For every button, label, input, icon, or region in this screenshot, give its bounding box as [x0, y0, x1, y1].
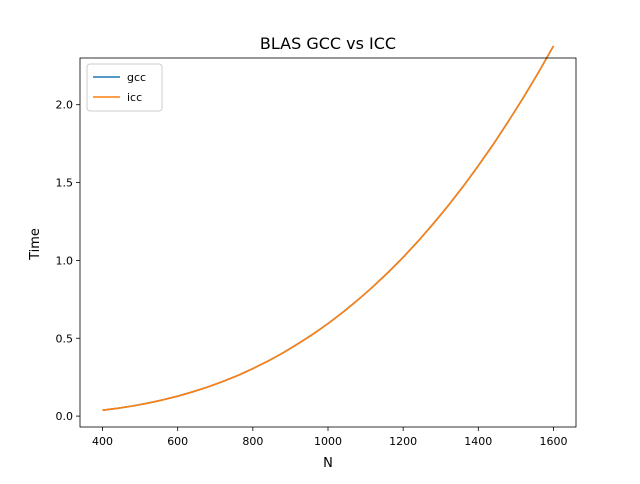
- y-axis-label: Time: [28, 228, 43, 261]
- plot-area: [102, 45, 555, 411]
- x-tick-label: 400: [92, 435, 113, 448]
- x-tick-label: 1600: [539, 435, 567, 448]
- x-tick-label: 1400: [464, 435, 492, 448]
- x-tick-label: 800: [242, 435, 263, 448]
- legend-box: [86, 63, 163, 112]
- x-tick-label: 1200: [389, 435, 417, 448]
- y-tick-label: 0.5: [56, 332, 74, 345]
- y-tick-label: 1.5: [56, 177, 74, 190]
- x-axis-label: N: [323, 456, 333, 471]
- series-line-icc: [102, 45, 555, 411]
- x-tick-label: 1000: [314, 435, 342, 448]
- y-tick-label: 2.0: [56, 99, 74, 112]
- legend: gcc icc: [86, 63, 163, 112]
- x-tick-label: 600: [167, 435, 188, 448]
- axes: 400 600 800 1000 1200 1400 1600 0.0 0.5 1.0 1.5 2.0: [56, 57, 577, 448]
- y-tick-label: 0.0: [56, 410, 74, 423]
- legend-label-icc: icc: [127, 91, 142, 104]
- legend-label-gcc: gcc: [127, 71, 146, 84]
- chart-title: BLAS GCC vs ICC: [260, 34, 396, 53]
- y-tick-label: 1.0: [56, 254, 74, 267]
